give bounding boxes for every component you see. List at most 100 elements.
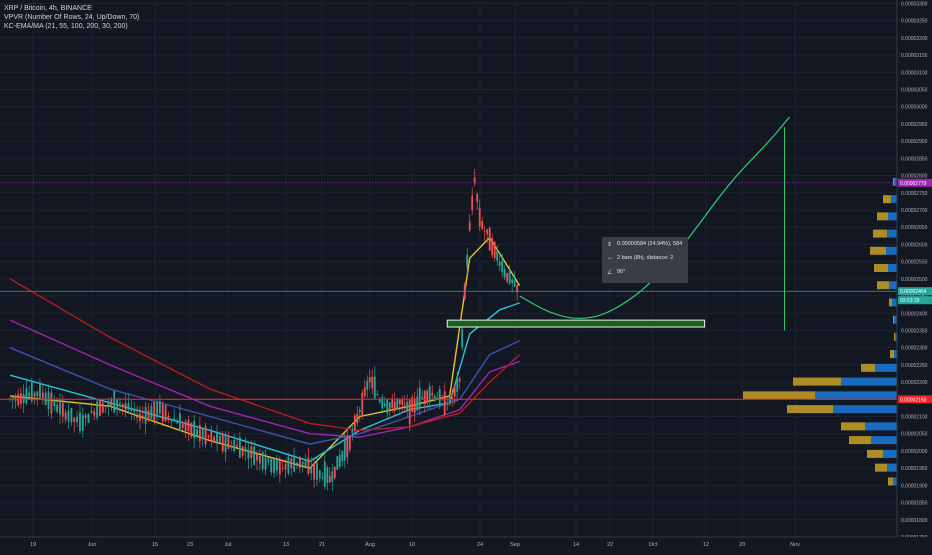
volume-profile-up-bar — [887, 463, 897, 472]
y-tick-label: 0.00002050 — [901, 432, 928, 438]
y-tick-label: 0.00002750 — [901, 191, 928, 197]
y-tick-label: 0.00002550 — [901, 260, 928, 266]
candle-body — [446, 403, 449, 405]
x-tick-label: 14 — [573, 542, 579, 548]
candle-body — [468, 221, 471, 231]
kc-ema-indicator-label[interactable]: KC-EMA/MA (21, 55, 100, 200, 30, 200) — [4, 23, 128, 30]
candle-body — [301, 461, 304, 465]
symbol-title[interactable]: XRP / Bitcoin, 4h, BINANCE — [4, 5, 92, 12]
horizontal-range-icon: ↔ — [607, 255, 613, 261]
candle-body — [244, 447, 247, 452]
candle-body — [391, 398, 394, 408]
volume-profile-down-bar — [877, 281, 889, 290]
candle-body — [310, 466, 313, 474]
candle-body — [491, 238, 494, 256]
candle-body — [328, 475, 331, 483]
candle-body — [141, 415, 144, 417]
candle-body — [506, 272, 509, 282]
candle-body — [438, 389, 441, 405]
candle-body — [22, 394, 25, 403]
volume-profile-up-bar — [887, 229, 897, 238]
candle-body — [230, 445, 233, 448]
candle-body — [14, 396, 17, 401]
volume-profile-down-bar — [883, 195, 891, 204]
candle-body — [39, 383, 41, 398]
y-tick-label: 0.00003250 — [901, 19, 928, 25]
candle-body — [501, 260, 504, 273]
x-tick-label: Sep — [510, 542, 520, 548]
candle-body — [336, 456, 339, 470]
volume-profile-down-bar — [870, 246, 886, 255]
candle-body — [316, 463, 318, 480]
candle-body — [170, 418, 173, 422]
candle-body — [353, 415, 356, 431]
candle-body — [293, 455, 296, 472]
candle-body — [503, 269, 506, 278]
vpvr-indicator-label[interactable]: VPVR (Number Of Rows, 24, Up/Down, 70) — [4, 14, 140, 21]
candle-body — [483, 230, 486, 232]
volume-profile-down-bar — [890, 350, 894, 359]
candle-body — [343, 440, 346, 461]
candle-body — [41, 392, 44, 399]
volume-profile-up-bar — [815, 391, 897, 400]
y-tick-label: 0.00002700 — [901, 208, 928, 214]
candle-body — [258, 455, 261, 464]
volume-profile-up-bar — [833, 405, 897, 414]
candle-body — [70, 407, 73, 423]
candle-body — [388, 402, 391, 410]
volume-profile-up-bar — [889, 281, 897, 290]
volume-profile-down-bar — [893, 315, 894, 324]
volume-profile-up-bar — [841, 377, 897, 386]
candle-body — [73, 417, 76, 422]
price-axis-panel — [897, 0, 932, 550]
candle-body — [227, 437, 230, 449]
y-tick-label: 0.00002300 — [901, 346, 928, 352]
candle-body — [304, 461, 307, 467]
candle-body — [276, 459, 278, 471]
candle-body — [331, 471, 334, 482]
candle-body — [178, 413, 181, 432]
candle-body — [181, 424, 184, 428]
vertical-range-icon: ⇕ — [607, 241, 613, 248]
countdown-label: 03:53:29 — [900, 298, 920, 304]
y-tick-label: 0.00002000 — [901, 449, 928, 455]
candle-body — [393, 401, 396, 411]
candle-body — [431, 393, 434, 396]
candle-body — [318, 470, 321, 479]
y-tick-label: 0.00001800 — [901, 518, 928, 524]
candle-body — [167, 415, 170, 418]
candle-body — [176, 422, 178, 424]
purple-price-label: 0.00002779 — [900, 181, 927, 187]
x-tick-label: 19 — [30, 542, 36, 548]
y-tick-label: 0.00002400 — [901, 311, 928, 317]
candle-body — [428, 386, 431, 401]
candle-body — [453, 386, 456, 397]
chart-legend: XRP / Bitcoin, 4h, BINANCE VPVR (Number … — [4, 4, 139, 31]
candle-body — [361, 392, 364, 417]
y-tick-label: 0.00002850 — [901, 156, 928, 162]
candle-body — [164, 405, 167, 422]
x-tick-label: Aug — [365, 542, 375, 548]
y-tick-label: 0.00003150 — [901, 53, 928, 59]
candle-body — [144, 406, 147, 424]
volume-profile-down-bar — [875, 463, 887, 472]
candle-body — [323, 461, 326, 488]
x-tick-label: 10 — [409, 542, 415, 548]
volume-profile-up-bar — [893, 477, 897, 486]
candle-body — [443, 391, 446, 416]
candle-body — [423, 391, 426, 405]
candle-body — [326, 467, 329, 483]
volume-profile-down-bar — [793, 377, 841, 386]
candle-body — [28, 392, 30, 397]
volume-profile-up-bar — [871, 436, 897, 445]
candle-body — [221, 433, 224, 452]
volume-profile-down-bar — [849, 436, 871, 445]
red-price-label: 0.00002150 — [900, 397, 927, 403]
candle-body — [403, 404, 406, 406]
candle-body — [207, 435, 210, 438]
candle-body — [193, 420, 196, 439]
measure-tooltip: ⇕ 0.00000584 (24.94%), 584 ↔ 2 bars (8h)… — [602, 237, 688, 283]
candle-body — [451, 397, 454, 399]
